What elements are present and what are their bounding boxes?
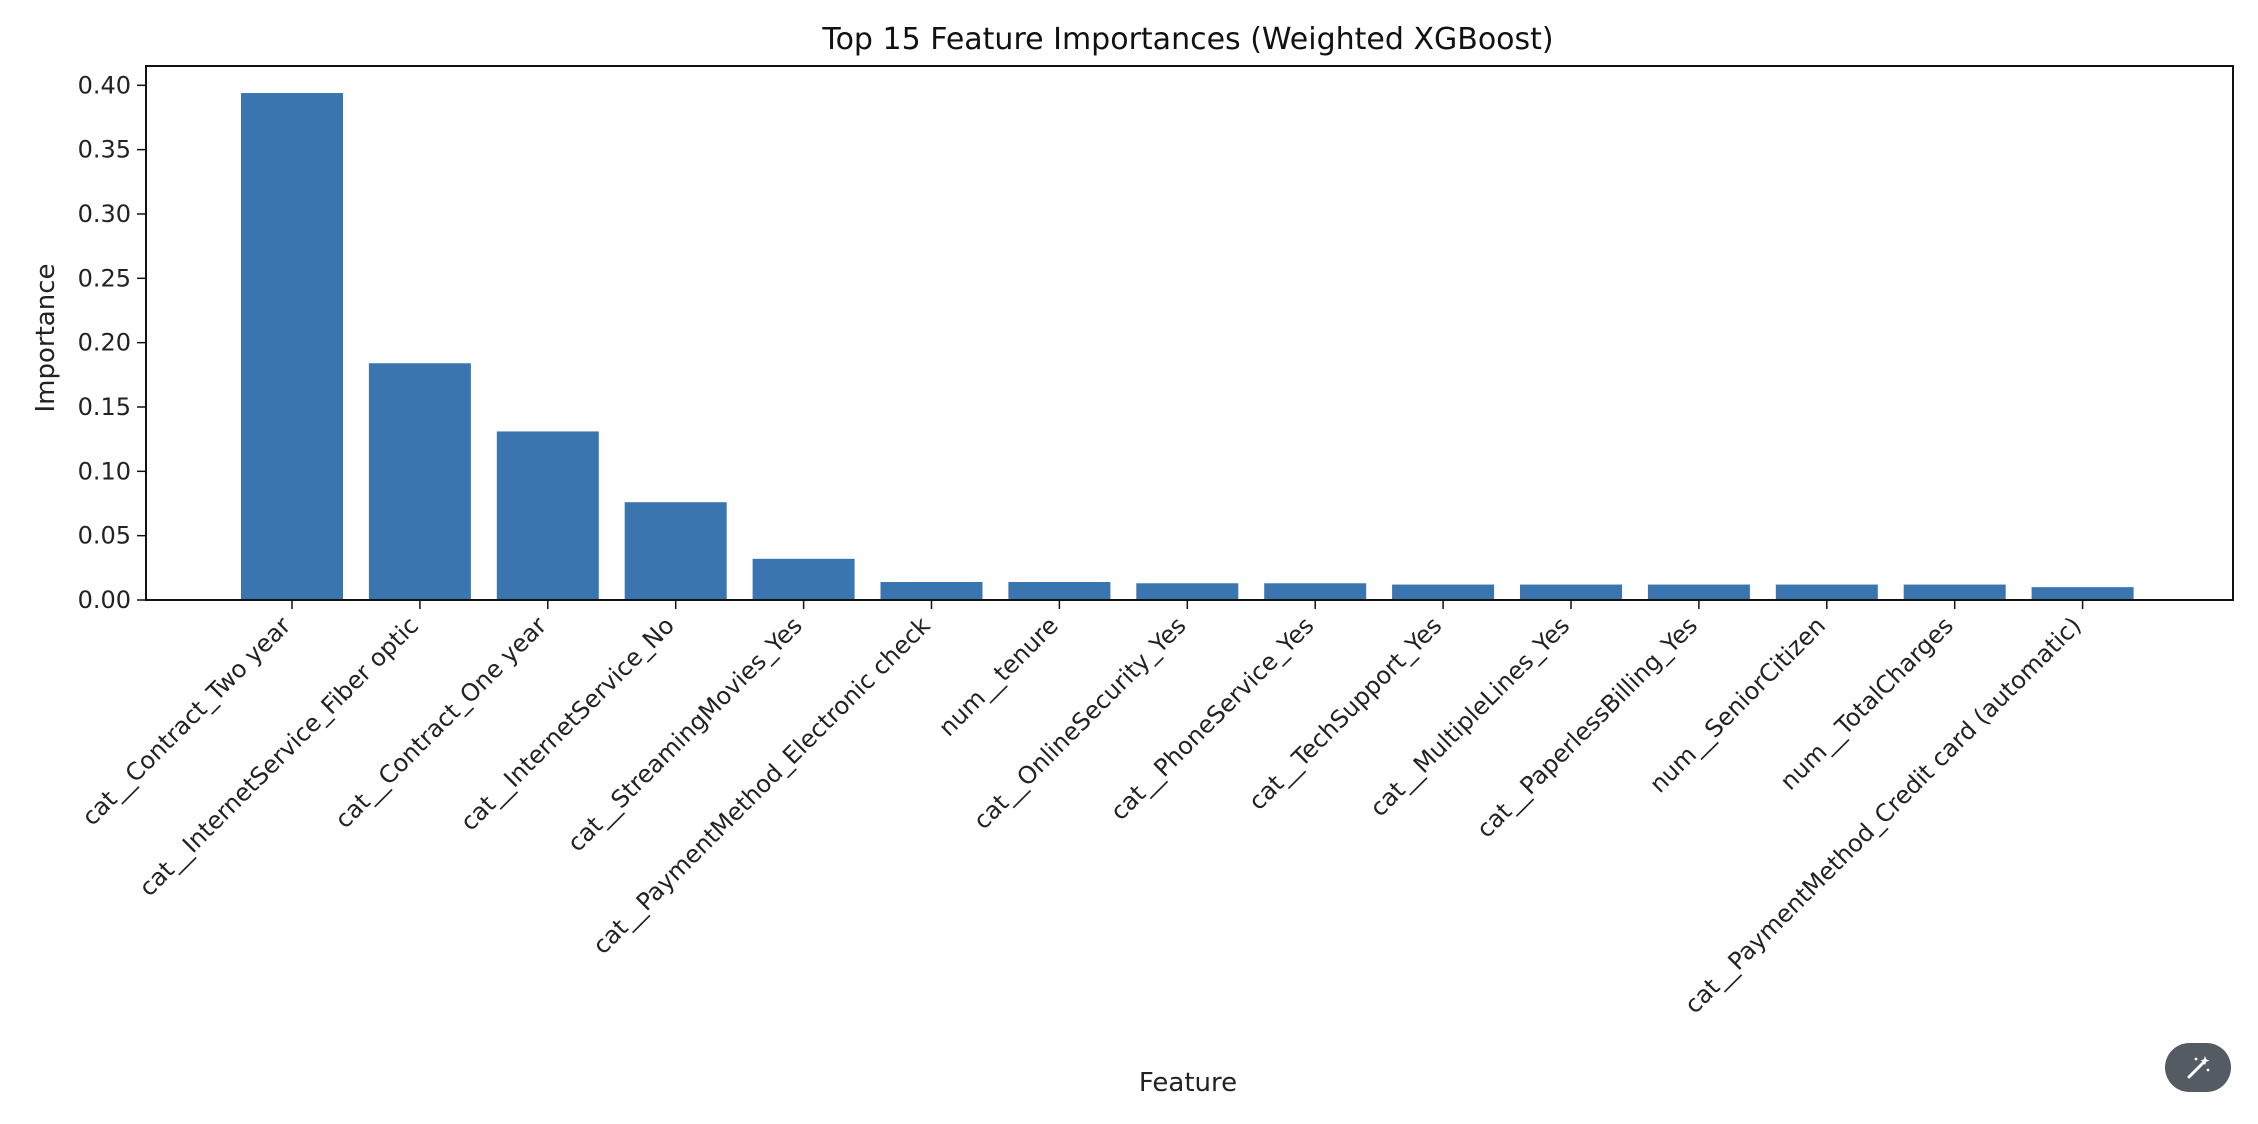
y-tick-label: 0.30 [78,200,131,228]
x-tick-label: cat__InternetService_Fiber optic [134,611,424,901]
x-axis-label: Feature [1139,1068,1237,1098]
y-tick-label: 0.35 [78,136,131,164]
bar [368,363,471,600]
plot-frame [145,65,2234,601]
y-tick-label: 0.20 [78,329,131,357]
x-tick-label: cat__StreamingMovies_Yes [562,611,808,857]
x-tick-label: cat__InternetService_No [455,611,680,836]
bar [2031,587,2134,600]
bar [241,93,343,600]
bar [752,558,855,600]
bar [1775,584,1878,600]
x-tick-label: num__tenure [933,611,1063,741]
chart-title: Top 15 Feature Importances (Weighted XGB… [821,22,1553,57]
bar [1008,581,1111,600]
y-axis-ticks: 0.00 0.05 0.10 0.15 0.20 0.25 0.30 0.35 0.40 [78,71,146,614]
x-tick-label: cat__Contract_Two year [77,611,297,831]
y-tick-label: 0.15 [78,393,131,421]
magic-wand-button[interactable] [2165,1043,2231,1092]
bar [1520,584,1622,600]
bar [1264,583,1367,600]
y-tick-label: 0.40 [78,71,131,99]
x-tick-label: cat__OnlineSecurity_Yes [968,611,1191,834]
bar [1647,584,1750,600]
magic-wand-icon [2187,1055,2210,1078]
y-tick-label: 0.00 [78,586,131,614]
x-tick-label: cat__Contract_One year [330,611,553,834]
bar [624,502,727,600]
y-tick-label: 0.25 [78,264,131,292]
y-axis-label: Importance [31,264,61,413]
bar [880,581,983,600]
bar [1903,584,2006,600]
bar [1136,583,1239,600]
bars [241,93,2134,600]
y-tick-label: 0.05 [78,522,131,550]
x-tick-label: cat__PaperlessBilling_Yes [1471,611,1703,843]
x-tick-label: cat__PhoneService_Yes [1105,611,1319,825]
bar [496,431,599,600]
bar [1392,584,1495,600]
x-axis-ticks: cat__Contract_Two yearcat__InternetServi… [77,600,2087,1019]
y-tick-label: 0.10 [78,457,131,485]
